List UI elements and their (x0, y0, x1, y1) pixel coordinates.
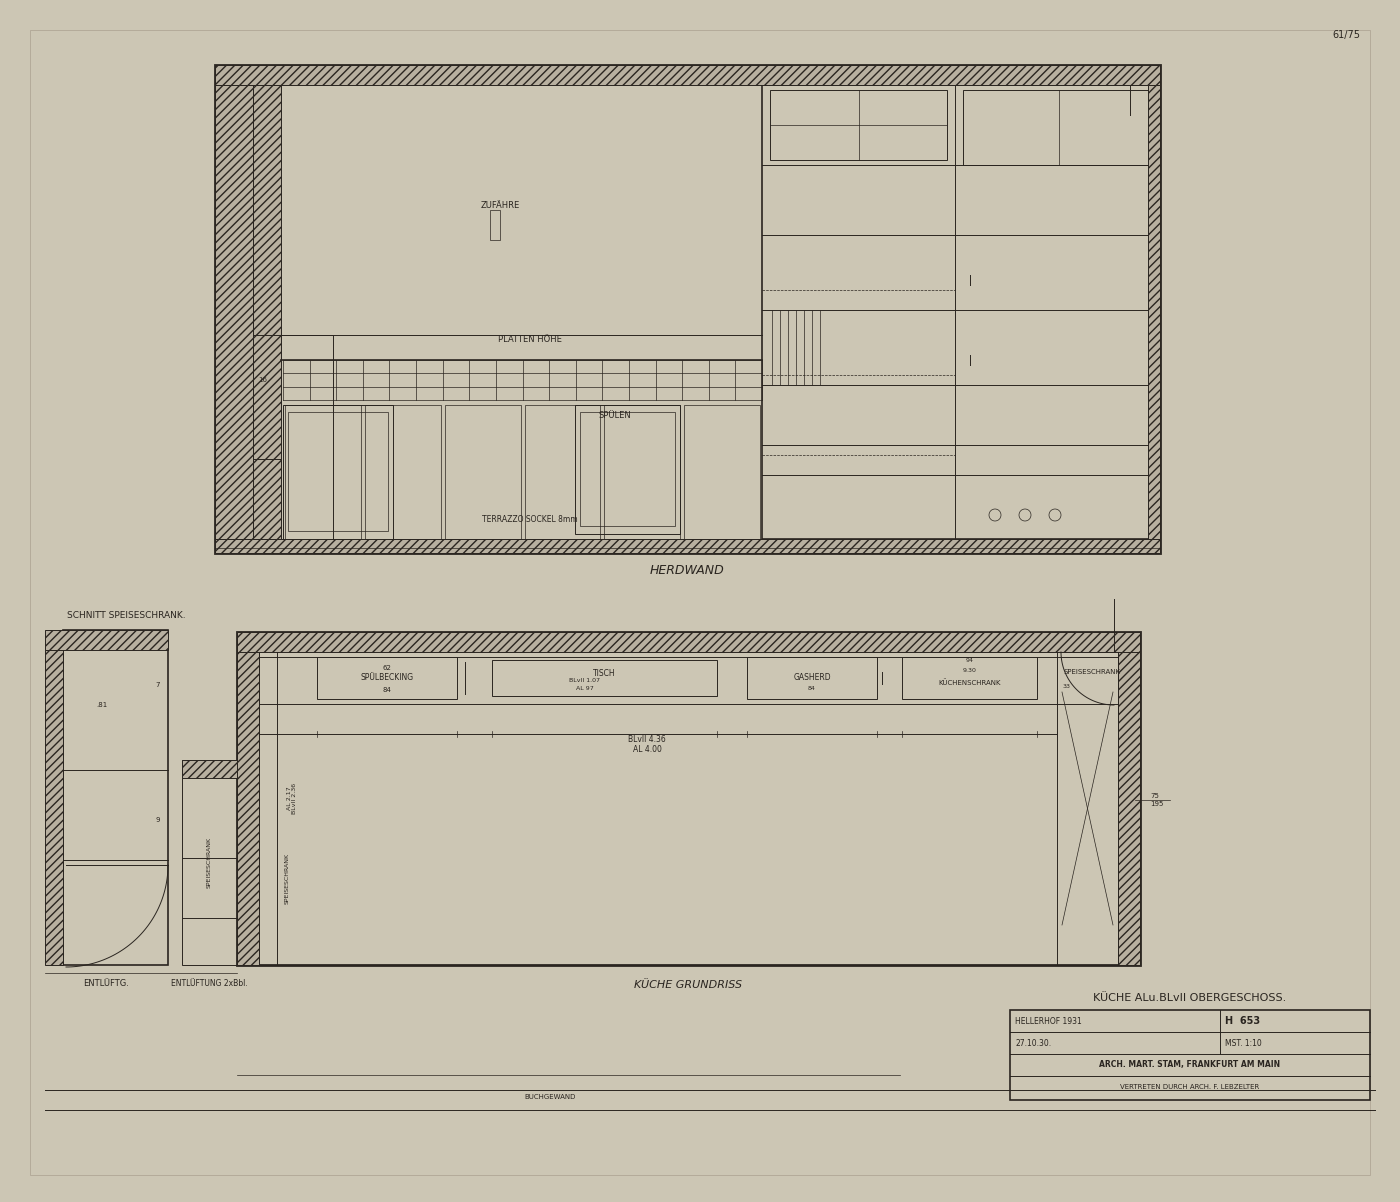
Text: SPEISESCHRANK: SPEISESCHRANK (1064, 670, 1121, 676)
Bar (216, 85, 253, 538)
Bar (45, 630, 168, 650)
Text: ZUFÄHRE: ZUFÄHRE (480, 201, 519, 209)
Bar (490, 210, 500, 240)
Bar (216, 538, 1161, 553)
Text: BUCHGEWAND: BUCHGEWAND (525, 1094, 575, 1100)
Text: KÜCHE ALu.BLvII OBERGESCHOSS.: KÜCHE ALu.BLvII OBERGESCHOSS. (1093, 993, 1287, 1002)
Bar (575, 405, 680, 534)
Text: GASHERD: GASHERD (794, 673, 830, 683)
Bar (237, 632, 1140, 651)
Text: 16: 16 (259, 377, 267, 383)
Text: AL 97: AL 97 (575, 685, 594, 690)
Text: 84: 84 (382, 688, 392, 694)
Bar (182, 760, 237, 778)
Bar (45, 650, 63, 965)
Bar (286, 405, 361, 538)
Text: KÜCHE GRUNDRISS: KÜCHE GRUNDRISS (634, 980, 742, 990)
Text: 9.30: 9.30 (963, 667, 976, 672)
Bar (237, 651, 259, 965)
Bar (1057, 651, 1119, 965)
Bar (445, 405, 521, 538)
Bar (216, 65, 1161, 85)
Text: HELLERHOF 1931: HELLERHOF 1931 (1015, 1017, 1082, 1025)
Bar (316, 657, 456, 700)
Bar (1009, 1010, 1371, 1100)
Bar (182, 760, 237, 965)
Text: ENTLÜFTUNG 2xBbl.: ENTLÜFTUNG 2xBbl. (171, 978, 248, 988)
Bar (253, 85, 281, 538)
Text: 7: 7 (155, 682, 160, 688)
Text: 27.10.30.: 27.10.30. (1015, 1039, 1051, 1047)
Text: H  653: H 653 (1225, 1016, 1260, 1027)
Bar (253, 335, 333, 538)
Text: AL 2.17
BLvII 2.36: AL 2.17 BLvII 2.36 (287, 783, 297, 814)
Text: PLATTEN HÖHE: PLATTEN HÖHE (498, 335, 561, 345)
Bar (748, 657, 876, 700)
Text: SPEISESCHRANK: SPEISESCHRANK (284, 853, 290, 904)
Bar (762, 85, 1161, 538)
Text: 33: 33 (1063, 684, 1071, 690)
Bar (902, 657, 1037, 700)
Bar (963, 90, 1155, 165)
Bar (1119, 651, 1140, 965)
Text: 62: 62 (382, 665, 392, 671)
Bar (237, 632, 1140, 965)
Text: .81: .81 (95, 702, 108, 708)
Text: HERDWAND: HERDWAND (650, 564, 725, 577)
Bar (525, 405, 601, 538)
Text: KÜCHENSCHRANK: KÜCHENSCHRANK (938, 679, 1001, 686)
Bar (770, 90, 946, 160)
Bar (365, 405, 441, 538)
Text: TERRAZZO SOCKEL 8mm: TERRAZZO SOCKEL 8mm (482, 516, 578, 524)
Bar (685, 405, 760, 538)
Text: 61/75: 61/75 (1331, 30, 1359, 40)
Text: 75
195: 75 195 (1149, 793, 1163, 807)
Text: AL 4.00: AL 4.00 (633, 744, 661, 754)
Text: ARCH. MART. STAM, FRANKFURT AM MAIN: ARCH. MART. STAM, FRANKFURT AM MAIN (1099, 1060, 1281, 1070)
Bar (1148, 85, 1161, 538)
Bar (491, 660, 717, 696)
Text: BLvII 1.07: BLvII 1.07 (568, 678, 601, 683)
Bar (253, 459, 281, 538)
Text: TISCH: TISCH (594, 668, 616, 678)
Bar (605, 405, 680, 538)
Text: SPÜLEN: SPÜLEN (599, 411, 631, 419)
Text: 94: 94 (966, 659, 973, 664)
Text: VERTRETEN DURCH ARCH. F. LEBZELTER: VERTRETEN DURCH ARCH. F. LEBZELTER (1120, 1084, 1260, 1090)
Bar (283, 405, 393, 538)
Text: MST. 1:10: MST. 1:10 (1225, 1039, 1261, 1047)
Bar (63, 630, 168, 965)
Bar (216, 65, 1161, 553)
Text: SCHNITT SPEISESCHRANK.: SCHNITT SPEISESCHRANK. (67, 611, 186, 619)
Text: BLvII 4.36: BLvII 4.36 (629, 734, 666, 744)
Text: ENTLÜFTG.: ENTLÜFTG. (84, 978, 129, 988)
Text: 84: 84 (808, 685, 816, 690)
Text: 9: 9 (155, 817, 160, 823)
Bar (288, 412, 388, 531)
Text: SPEISESCHRANK: SPEISESCHRANK (207, 837, 211, 888)
Bar (580, 412, 675, 526)
Text: SPÜLBECKING: SPÜLBECKING (360, 673, 413, 683)
